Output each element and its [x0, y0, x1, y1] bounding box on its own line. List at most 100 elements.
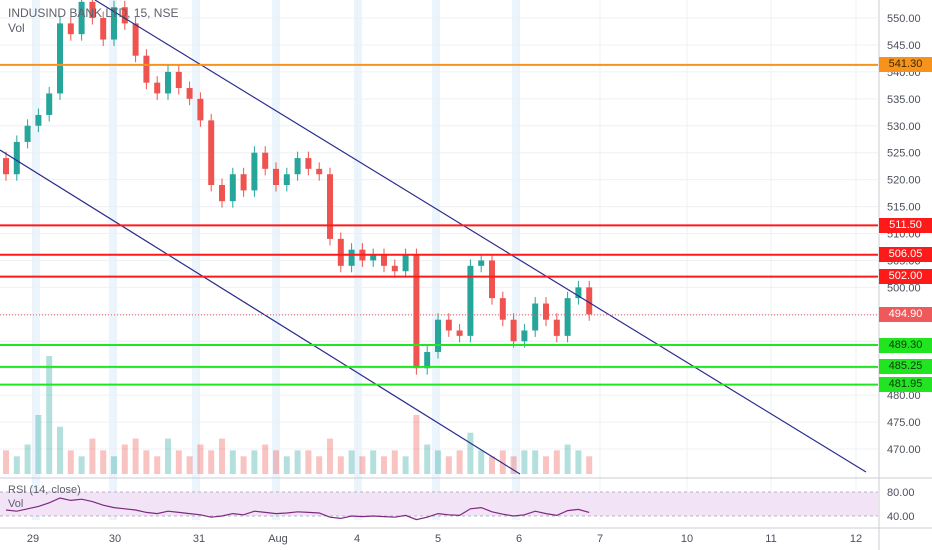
- price-tick-label: 525.00: [887, 148, 921, 160]
- rsi-legend: RSI (14, close) Vol: [8, 483, 81, 511]
- price-tick-label: 550.00: [887, 13, 921, 25]
- time-tick-label: 7: [597, 533, 603, 545]
- symbol-title[interactable]: INDUSIND BANK LTD, 15, NSE: [8, 6, 179, 20]
- candle-body: [337, 238, 344, 266]
- volume-bar: [111, 456, 117, 474]
- volume-bar: [262, 444, 269, 474]
- time-tick-label: 10: [681, 533, 693, 545]
- level-label-r2[interactable]: 506.05: [879, 247, 932, 263]
- volume-bar: [435, 450, 441, 474]
- rsi-vol-label: Vol: [8, 498, 24, 510]
- trend-channel: [0, 0, 867, 475]
- candle-body: [111, 7, 117, 40]
- rsi-line: [5, 497, 590, 521]
- volume-histogram: [3, 356, 593, 474]
- last-price-label: 494.90: [879, 307, 932, 323]
- candle-body: [283, 174, 290, 186]
- volume-bar: [543, 456, 549, 474]
- candle-body: [553, 319, 560, 336]
- volume-bar: [186, 456, 193, 474]
- time-tick-label: Aug: [268, 533, 288, 545]
- volume-bar: [24, 444, 31, 474]
- candle-body: [445, 319, 452, 331]
- candlestick-series: [3, 0, 593, 375]
- candle-body: [521, 330, 528, 342]
- volume-bar: [197, 444, 204, 474]
- time-tick-label: 6: [516, 533, 522, 545]
- level-label-g2[interactable]: 485.25: [879, 359, 932, 375]
- volume-bar: [46, 356, 53, 474]
- volume-bar: [219, 438, 225, 474]
- candle-body: [143, 55, 150, 83]
- level-label-r3[interactable]: 502.00: [879, 269, 932, 285]
- volume-bar: [67, 450, 74, 474]
- candle-body: [219, 185, 225, 202]
- volume-bar: [467, 432, 474, 474]
- volume-bar: [381, 456, 387, 474]
- candle-body: [575, 287, 582, 299]
- candle-body: [78, 1, 85, 35]
- candle-body: [186, 88, 193, 99]
- volume-bar: [359, 456, 366, 474]
- volume-bar: [337, 456, 344, 474]
- time-tick-label: 30: [109, 533, 121, 545]
- volume-bar: [564, 444, 571, 474]
- time-tick-label: 11: [765, 533, 776, 545]
- volume-bar: [78, 456, 85, 474]
- volume-bar: [35, 415, 42, 474]
- candle-body: [3, 158, 9, 175]
- level-label-orange[interactable]: 541.30: [879, 57, 932, 73]
- candle-body: [467, 265, 474, 336]
- candle-body: [46, 93, 53, 115]
- time-tick-label: 5: [435, 533, 441, 545]
- candle-body: [251, 152, 258, 191]
- candle-body: [348, 249, 355, 266]
- price-tick-label: 475.00: [887, 417, 921, 429]
- rsi-pane: [0, 477, 932, 521]
- volume-bar: [273, 450, 279, 474]
- volume-bar: [370, 450, 377, 474]
- candle-body: [586, 287, 593, 315]
- volume-bar: [327, 438, 333, 474]
- price-tick-label: 470.00: [887, 444, 921, 456]
- time-tick-label: 29: [27, 533, 39, 545]
- candle-body: [316, 168, 323, 175]
- candle-body: [197, 98, 204, 121]
- volume-label: Vol: [8, 21, 25, 35]
- volume-bar: [510, 456, 517, 474]
- candle-body: [370, 255, 377, 261]
- price-tick-label: 480.00: [887, 390, 921, 402]
- level-label-r1[interactable]: 511.50: [879, 217, 932, 233]
- candle-body: [510, 319, 517, 342]
- volume-bar: [175, 450, 182, 474]
- candle-body: [57, 23, 63, 94]
- candle-body: [402, 255, 409, 272]
- time-tick-label: 31: [193, 533, 205, 545]
- volume-bar: [478, 450, 485, 474]
- volume-bar: [553, 450, 560, 474]
- volume-bar: [13, 456, 20, 474]
- volume-bar: [154, 456, 161, 474]
- volume-bar: [402, 456, 409, 474]
- candle-body: [327, 174, 333, 239]
- candle-body: [165, 71, 171, 94]
- volume-bar: [413, 415, 420, 474]
- level-label-g1[interactable]: 489.30: [879, 337, 932, 353]
- candle-body: [489, 260, 495, 299]
- candle-body: [294, 158, 301, 175]
- volume-bar: [348, 450, 355, 474]
- level-label-g3[interactable]: 481.95: [879, 377, 932, 393]
- volume-bar: [251, 450, 258, 474]
- candle-body: [208, 120, 215, 186]
- volume-bar: [132, 438, 139, 474]
- volume-bar: [305, 450, 312, 474]
- volume-bar: [208, 450, 215, 474]
- volume-bar: [3, 450, 9, 474]
- rsi-tick-label: 80.00: [887, 487, 915, 499]
- candle-body: [305, 158, 312, 169]
- volume-bar: [456, 450, 463, 474]
- rsi-title[interactable]: RSI (14, close): [8, 484, 81, 496]
- volume-bar: [586, 456, 593, 474]
